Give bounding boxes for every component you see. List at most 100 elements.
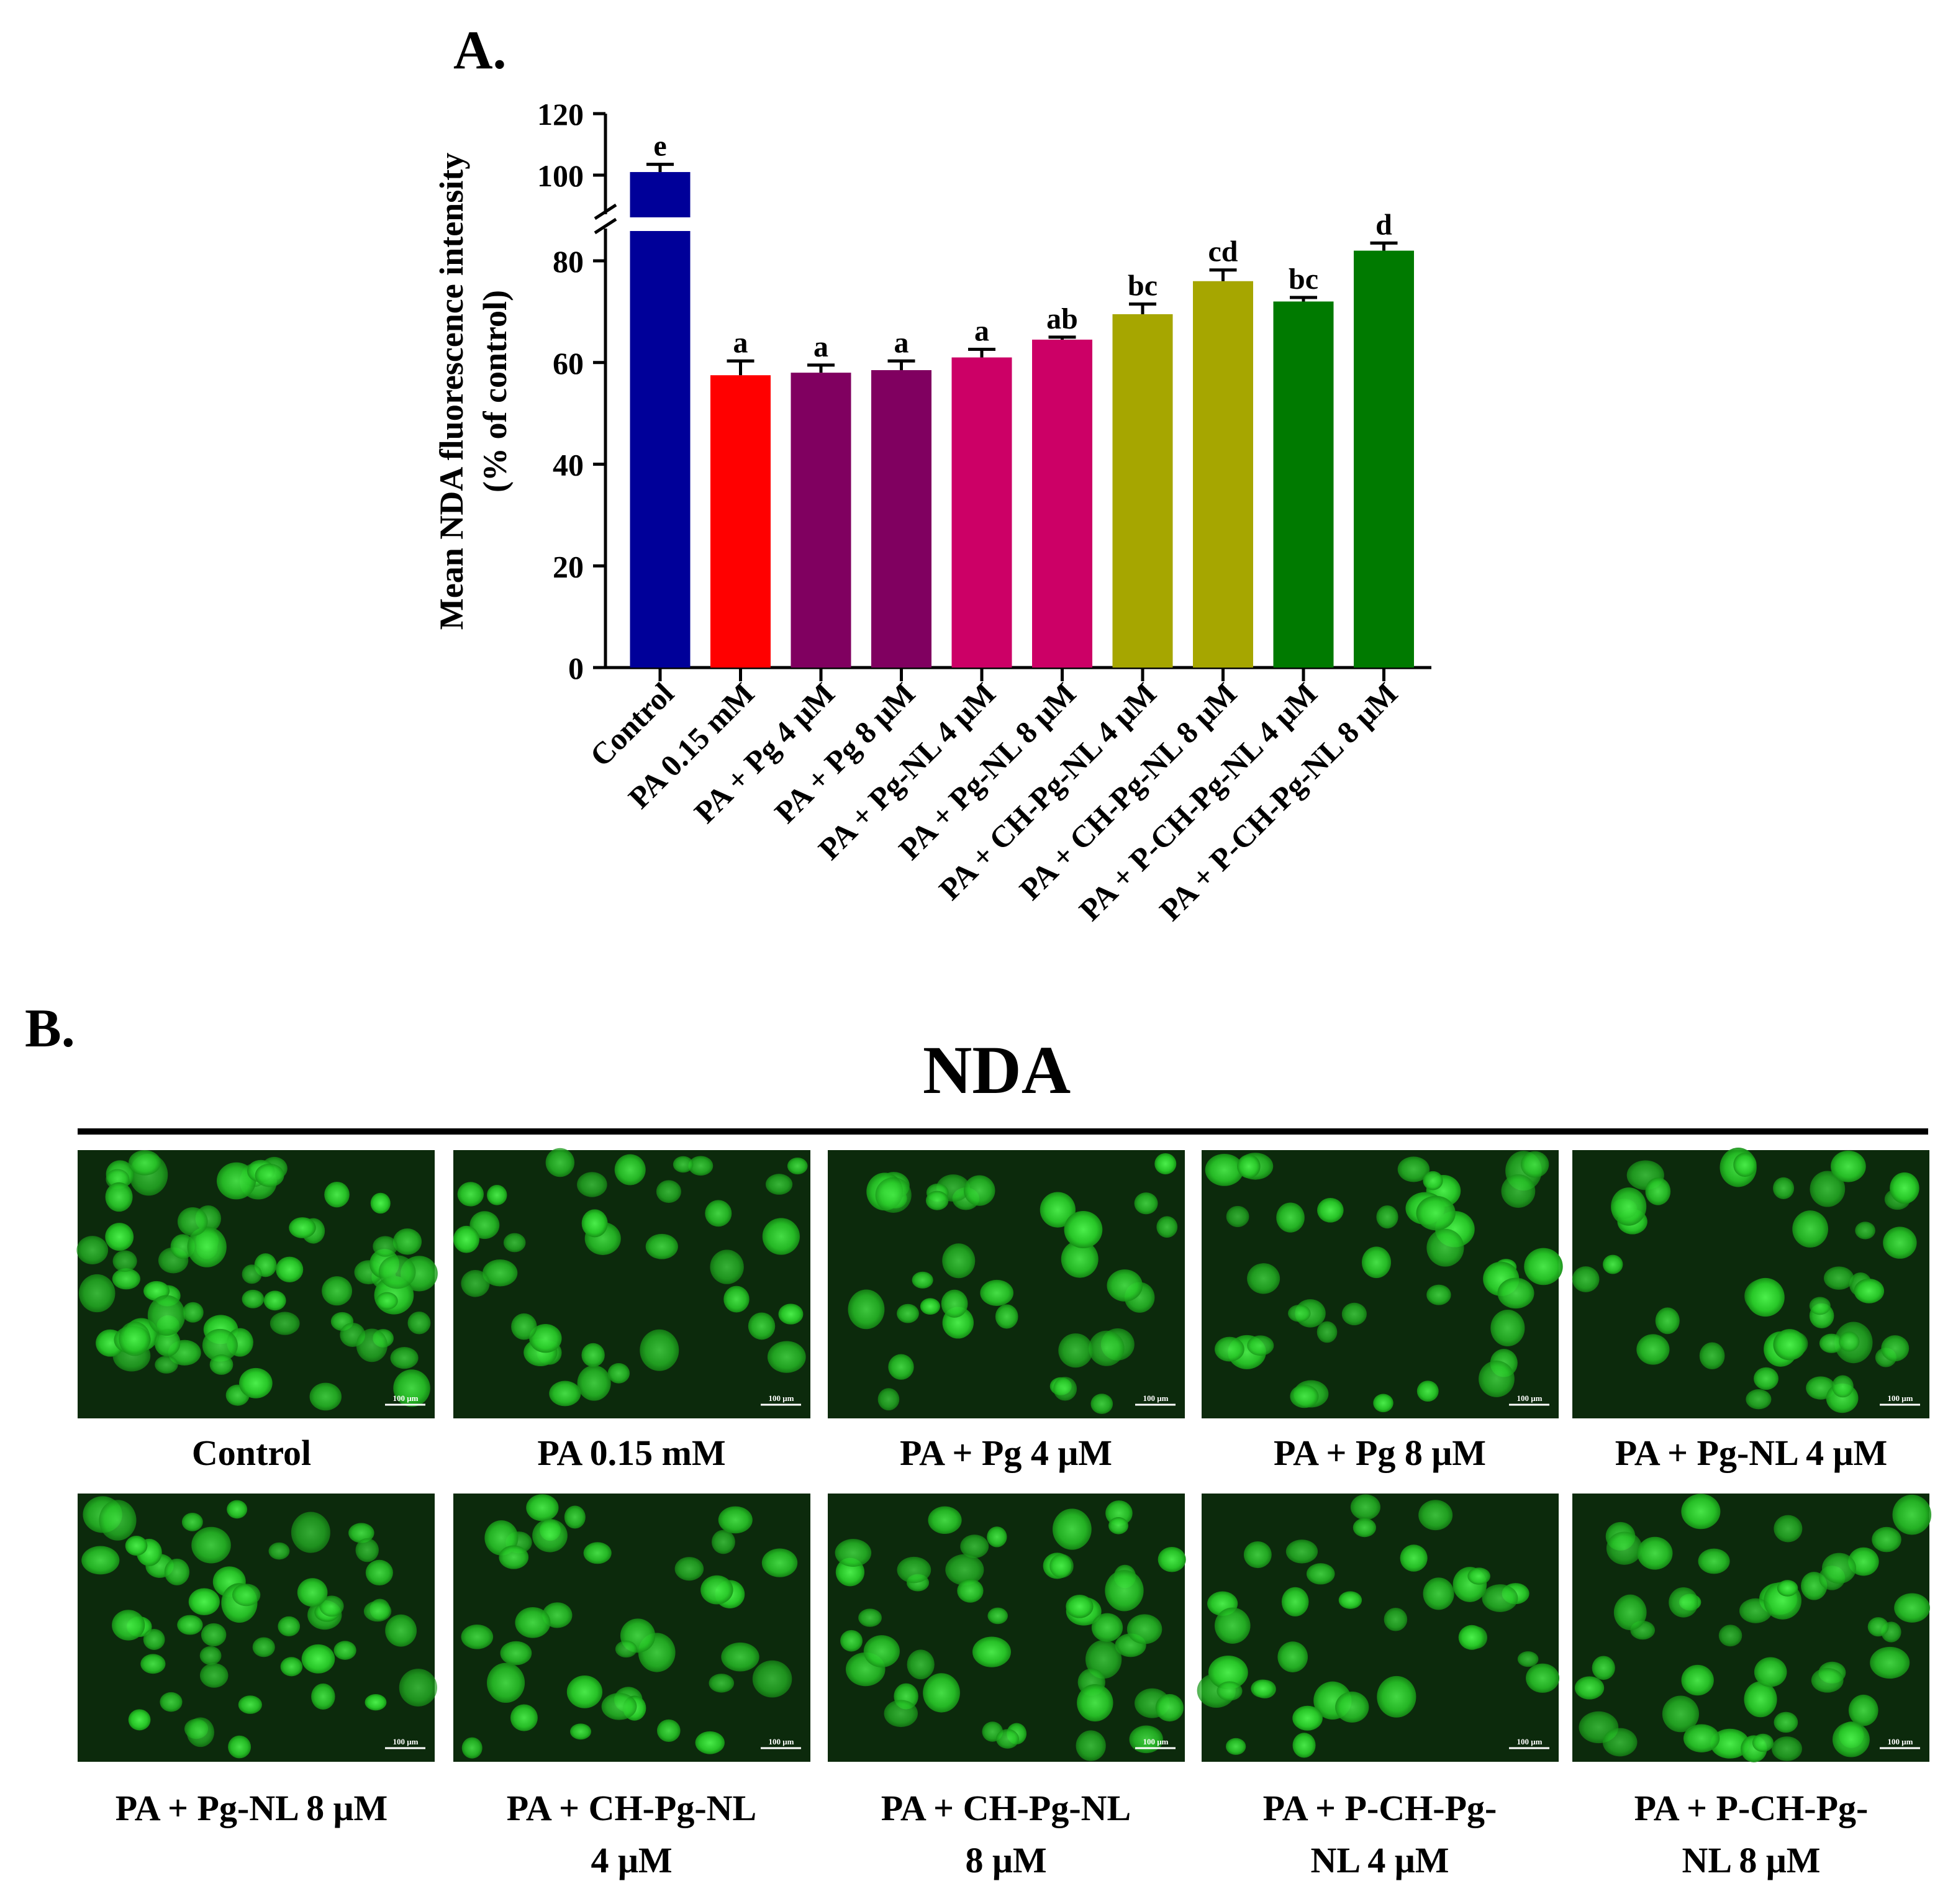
cell bbox=[942, 1243, 976, 1279]
significance-label: cd bbox=[1208, 235, 1238, 268]
cell bbox=[532, 1518, 568, 1553]
cell bbox=[324, 1181, 350, 1208]
cell bbox=[242, 1289, 265, 1308]
cell bbox=[1746, 1277, 1785, 1317]
cell bbox=[840, 1630, 863, 1652]
micrograph: 100 μm bbox=[828, 1150, 1185, 1418]
cell bbox=[155, 1356, 178, 1374]
cell bbox=[1636, 1334, 1670, 1365]
cell-cluster bbox=[461, 1494, 798, 1759]
cell bbox=[76, 1236, 109, 1264]
cell bbox=[1134, 1192, 1158, 1215]
micrograph: 100 μm bbox=[1572, 1494, 1932, 1762]
cell bbox=[570, 1723, 592, 1740]
cell bbox=[1870, 1646, 1910, 1679]
micrograph-caption: PA + CH-Pg-NL 8 μM bbox=[820, 1782, 1192, 1887]
cell bbox=[112, 1610, 145, 1641]
cell bbox=[1490, 1309, 1525, 1346]
micrograph-caption-line: 4 μM bbox=[591, 1840, 673, 1880]
cell bbox=[1377, 1675, 1416, 1718]
cell bbox=[1053, 1377, 1077, 1401]
cell bbox=[511, 1313, 537, 1340]
cell bbox=[1872, 1526, 1901, 1553]
cell bbox=[748, 1312, 776, 1340]
cell bbox=[1572, 1266, 1600, 1292]
cell bbox=[1894, 1593, 1930, 1623]
axis-break-mark-1 bbox=[594, 203, 617, 220]
bar bbox=[791, 373, 851, 668]
cell bbox=[407, 1312, 431, 1335]
cell bbox=[1501, 1174, 1536, 1208]
cell bbox=[996, 1729, 1019, 1749]
cell bbox=[461, 1624, 494, 1649]
cell bbox=[199, 1646, 222, 1666]
cell bbox=[1662, 1695, 1700, 1733]
cell bbox=[1467, 1567, 1490, 1585]
cell bbox=[1335, 1691, 1369, 1723]
cell bbox=[1214, 1336, 1244, 1362]
cell bbox=[319, 1595, 344, 1617]
micrograph-caption-line: PA + Pg-NL 8 μM bbox=[115, 1788, 388, 1828]
cell bbox=[723, 1285, 750, 1313]
cell bbox=[510, 1704, 538, 1731]
y-tick-label: 100 bbox=[537, 158, 584, 193]
y-tick-label: 0 bbox=[568, 651, 584, 686]
cell bbox=[1773, 1177, 1795, 1200]
y-axis: 0 20 40 60 80 100 120 bbox=[537, 97, 617, 686]
cell bbox=[1064, 1210, 1103, 1249]
significance-label: d bbox=[1375, 208, 1392, 241]
cell bbox=[718, 1506, 753, 1534]
cell bbox=[960, 1535, 989, 1559]
cell bbox=[1338, 1591, 1362, 1609]
cell bbox=[1883, 1226, 1917, 1259]
cell bbox=[963, 1175, 995, 1206]
cell bbox=[549, 1380, 581, 1407]
cell bbox=[1288, 1304, 1311, 1322]
scale-bar-label: 100 μm bbox=[1517, 1737, 1543, 1746]
cell bbox=[278, 1616, 301, 1637]
cell bbox=[186, 1717, 215, 1748]
cell bbox=[112, 1268, 140, 1290]
cell bbox=[1848, 1694, 1878, 1726]
cell bbox=[1226, 1205, 1249, 1228]
cell bbox=[1611, 1187, 1647, 1226]
cell bbox=[1681, 1664, 1714, 1696]
micrograph-caption: PA + P-CH-Pg- NL 4 μM bbox=[1194, 1782, 1566, 1887]
cell bbox=[378, 1255, 416, 1289]
cell bbox=[1637, 1536, 1673, 1570]
micrograph: 100 μm bbox=[453, 1148, 810, 1418]
cell bbox=[1350, 1494, 1380, 1520]
cell bbox=[1699, 1342, 1725, 1369]
cell bbox=[1281, 1587, 1309, 1616]
micrograph-caption: PA 0.15 mM bbox=[537, 1433, 726, 1473]
cell bbox=[640, 1329, 679, 1371]
cell bbox=[356, 1328, 387, 1362]
cell bbox=[238, 1695, 262, 1714]
cell bbox=[228, 1735, 251, 1759]
cell bbox=[143, 1628, 165, 1650]
cell bbox=[695, 1731, 725, 1754]
cell bbox=[1823, 1266, 1854, 1290]
cell bbox=[188, 1588, 220, 1615]
cell bbox=[1752, 1733, 1774, 1752]
scale-bar-label: 100 μm bbox=[769, 1737, 794, 1746]
cell bbox=[709, 1674, 735, 1693]
cell bbox=[1397, 1156, 1430, 1182]
cell bbox=[1426, 1228, 1464, 1267]
bar bbox=[1273, 301, 1334, 668]
cell bbox=[897, 1303, 919, 1323]
cell bbox=[1892, 1494, 1932, 1535]
cell bbox=[1698, 1548, 1730, 1574]
cell bbox=[1105, 1570, 1144, 1612]
cell bbox=[182, 1302, 204, 1323]
cell bbox=[1479, 1360, 1515, 1397]
cell bbox=[1867, 1617, 1889, 1637]
cell bbox=[1855, 1222, 1875, 1240]
significance-label: a bbox=[894, 326, 909, 359]
cell bbox=[1423, 1171, 1443, 1190]
cell bbox=[147, 1295, 186, 1336]
cell bbox=[1292, 1733, 1316, 1758]
cell bbox=[1158, 1546, 1186, 1572]
cell bbox=[1251, 1679, 1275, 1698]
cell bbox=[1049, 1554, 1074, 1578]
